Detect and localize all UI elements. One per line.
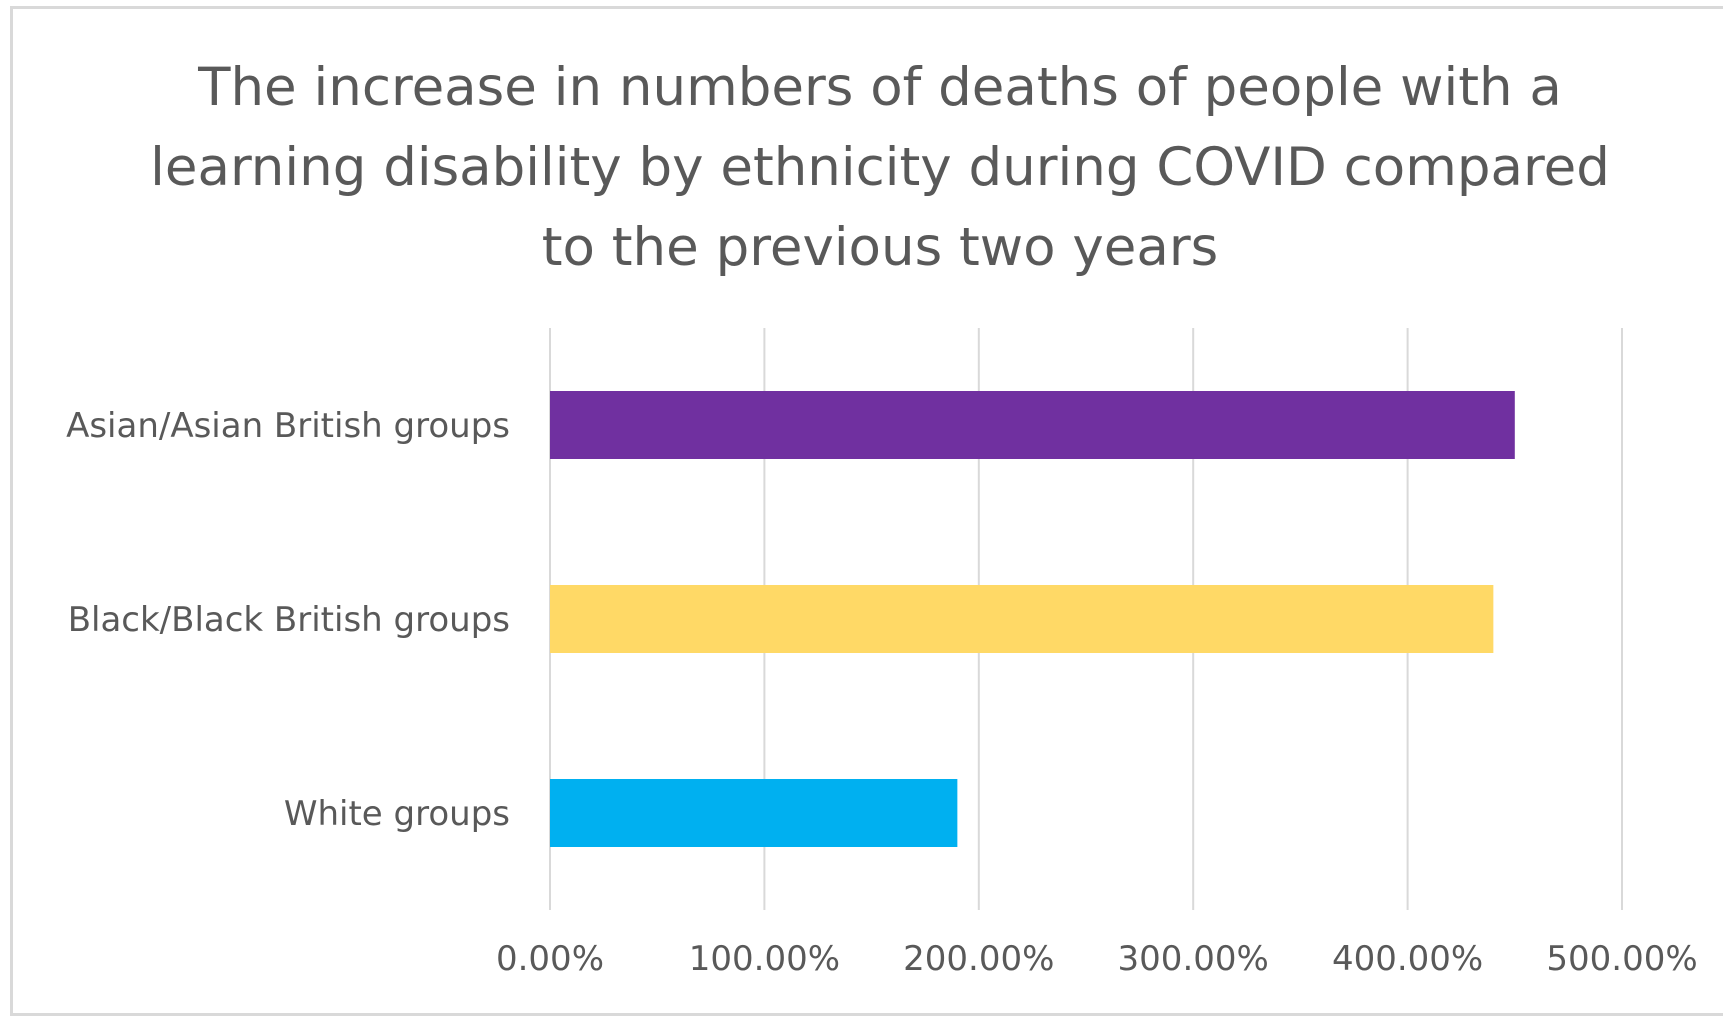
bar	[550, 779, 958, 847]
chart-title: The increase in numbers of deaths of peo…	[150, 57, 1610, 278]
x-tick-label: 100.00%	[689, 939, 840, 979]
category-label: Black/Black British groups	[68, 600, 510, 640]
bar	[550, 391, 1515, 459]
bars	[550, 391, 1515, 847]
x-axis-tick-labels: 0.00% 100.00% 200.00% 300.00% 400.00% 500.00%	[496, 939, 1698, 979]
bar	[550, 585, 1494, 653]
chart-frame	[10, 6, 1723, 1016]
x-tick-label: 400.00%	[1332, 939, 1483, 979]
x-tick-label: 0.00%	[496, 939, 604, 979]
x-tick-label: 300.00%	[1118, 939, 1269, 979]
category-label: Asian/Asian British groups	[66, 406, 510, 446]
category-labels: Asian/Asian British groups Black/Black Br…	[66, 406, 510, 834]
category-label: White groups	[284, 794, 510, 834]
x-tick-label: 200.00%	[903, 939, 1054, 979]
x-tick-label: 500.00%	[1546, 939, 1697, 979]
